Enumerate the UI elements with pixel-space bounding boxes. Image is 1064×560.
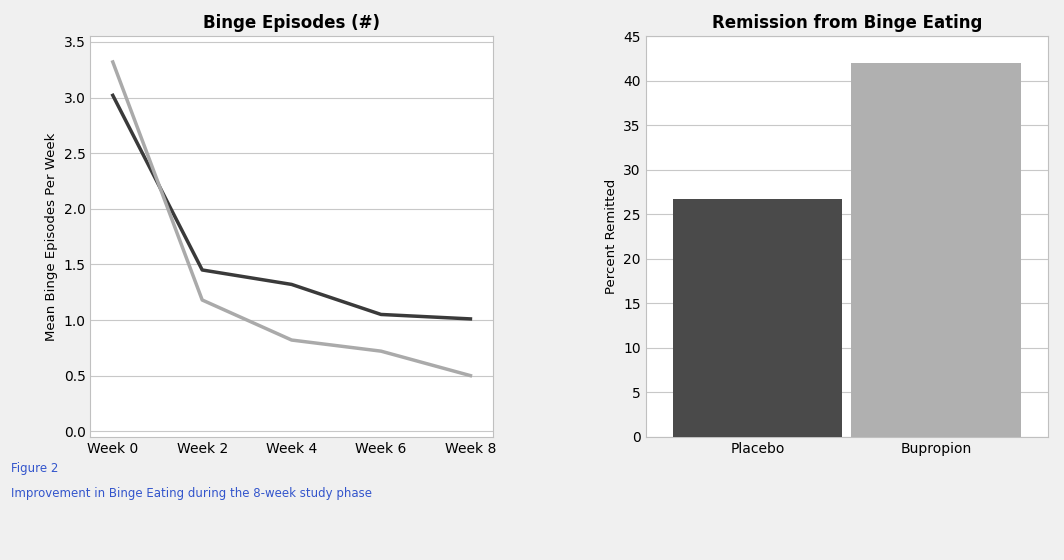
Text: Figure 2: Figure 2 [11,462,59,475]
Text: Improvement in Binge Eating during the 8-week study phase: Improvement in Binge Eating during the 8… [11,487,371,500]
Y-axis label: Percent Remitted: Percent Remitted [604,179,617,294]
Y-axis label: Mean Binge Episodes Per Week: Mean Binge Episodes Per Week [45,132,59,341]
Bar [672,199,843,437]
Title: Remission from Binge Eating: Remission from Binge Eating [712,14,982,32]
Bar [851,63,1021,437]
Title: Binge Episodes (#): Binge Episodes (#) [203,14,380,32]
